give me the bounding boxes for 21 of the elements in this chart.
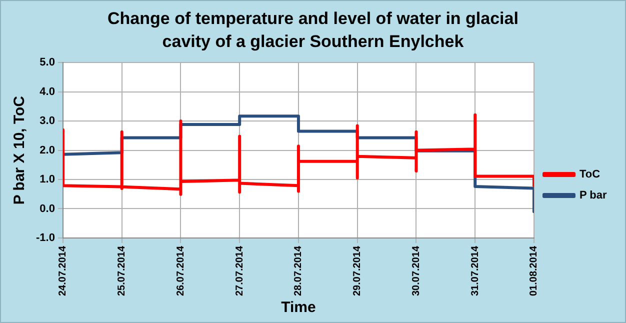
y-tick-label: 2.0	[40, 144, 55, 156]
y-axis-title: P bar X 10, ToC	[11, 96, 28, 205]
legend-label: ToC	[579, 168, 600, 181]
y-tick-label: 1.0	[40, 174, 55, 186]
y-tick-label: 5.0	[40, 56, 55, 69]
x-tick-label: 30.07.2014	[410, 246, 422, 296]
y-tick-label: -1.0	[36, 232, 55, 244]
x-tick-label: 29.07.2014	[352, 246, 364, 296]
x-tick-label: 01.08.2014	[528, 246, 540, 296]
x-tick-label: 28.07.2014	[293, 246, 304, 296]
x-tick-label: 26.07.2014	[175, 246, 186, 296]
x-tick-label: 27.07.2014	[234, 246, 246, 296]
legend-label: P bar	[579, 190, 608, 202]
x-tick-label: 24.07.2014	[58, 246, 69, 296]
y-tick-label: 3.0	[40, 115, 55, 128]
x-tick-label: 31.07.2014	[470, 246, 481, 296]
chart-title: Change of temperature and level of water in glacial cavity of a glacier Southern Enylchek	[106, 8, 520, 53]
x-tick-label: 25.07.2014	[116, 246, 128, 296]
y-tick-label: 4.0	[40, 86, 55, 98]
y-tick-label: 0.0	[40, 202, 55, 215]
x-axis-title: Time	[281, 299, 316, 316]
